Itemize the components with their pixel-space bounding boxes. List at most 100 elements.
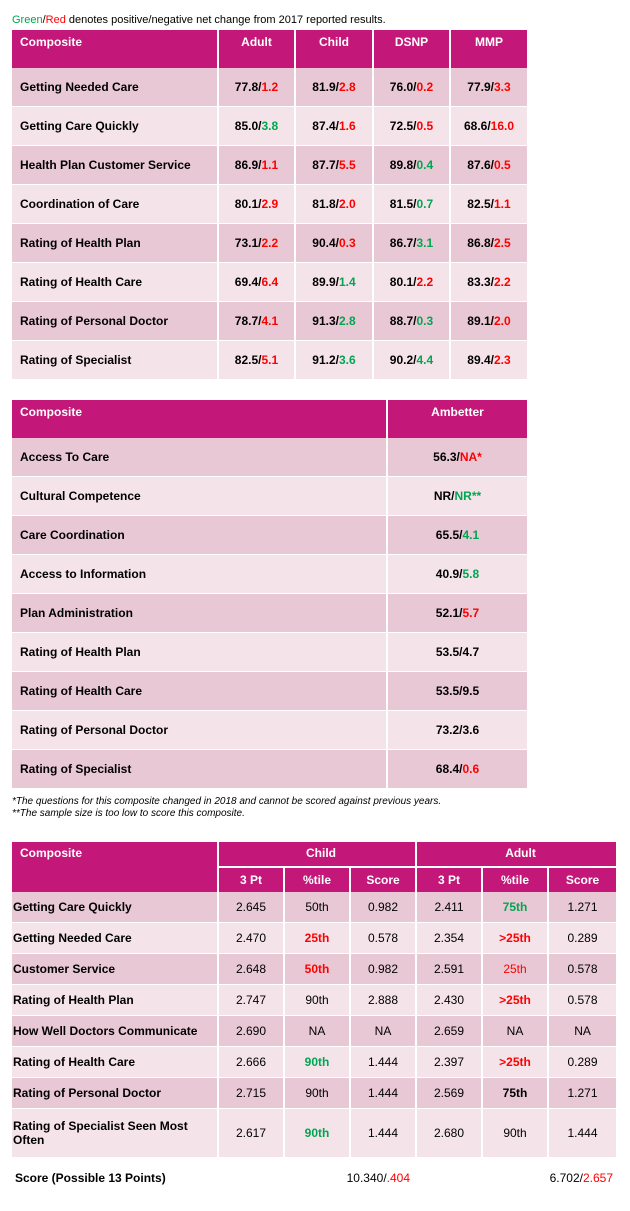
- value-cell: 90.2/4.4: [373, 340, 451, 380]
- value-base: 52.1/: [435, 606, 463, 620]
- subheader-child-score: Score: [350, 867, 418, 892]
- composite-table-ambetter: Composite Ambetter Access To Care 56.3/NA…: [12, 400, 529, 789]
- value-cell: 87.6/0.5: [450, 145, 529, 185]
- value-change: 1.1: [494, 197, 511, 211]
- subheader-adult-percentile: %tile: [482, 867, 550, 892]
- value-base: 72.5/: [389, 119, 417, 133]
- row-label: Cultural Competence: [12, 476, 388, 516]
- value-cell: >25th: [482, 1046, 550, 1078]
- value-change: 1.4: [339, 275, 356, 289]
- row-label: Rating of Specialist: [12, 340, 219, 380]
- value-base: 82.5/: [467, 197, 494, 211]
- value-cell: 80.1/2.9: [218, 184, 296, 224]
- table-row: Rating of Specialist 68.4/0.6: [12, 749, 529, 789]
- table-row: Customer Service 2.648 50th 0.982 2.591 25th 0…: [12, 953, 619, 985]
- value-base: 86.7/: [389, 236, 417, 250]
- value-base: NR/: [433, 489, 455, 503]
- value-base: 91.3/: [312, 314, 339, 328]
- table-row: Care Coordination 65.5/4.1: [12, 515, 529, 555]
- value-cell: 81.5/0.7: [373, 184, 451, 224]
- row-label: Rating of Health Care: [12, 262, 219, 302]
- value-cell: 1.271: [548, 892, 619, 923]
- value-cell: 78.7/4.1: [218, 301, 296, 341]
- value-cell: 0.578: [548, 984, 619, 1016]
- legend-slash: /: [42, 14, 46, 26]
- value-change: 6.4: [261, 275, 279, 289]
- value-cell: 89.9/1.4: [295, 262, 374, 302]
- value-cell: 91.3/2.8: [295, 301, 374, 341]
- row-label: Rating of Personal Doctor: [12, 1077, 219, 1109]
- row-label: Rating of Health Plan: [12, 984, 219, 1016]
- scoring-table: Composite Child Adult 3 Pt %tile Score 3…: [12, 842, 619, 1198]
- value-cell: 86.7/3.1: [373, 223, 451, 263]
- value-base: 53.5/4.7: [435, 645, 480, 659]
- value-cell: 86.8/2.5: [450, 223, 529, 263]
- value-base: 89.1/: [467, 314, 494, 328]
- row-label: Coordination of Care: [12, 184, 219, 224]
- value-base: 83.3/: [467, 275, 494, 289]
- value-cell: 87.4/1.6: [295, 106, 374, 146]
- value-change: 4.1: [462, 528, 480, 542]
- value-cell: 2.569: [416, 1077, 484, 1109]
- value-change: 2.3: [494, 353, 511, 367]
- value-base: 90.2/: [389, 353, 417, 367]
- value-base: 89.4/: [467, 353, 494, 367]
- value-cell: 89.8/0.4: [373, 145, 451, 185]
- value-cell: NA: [548, 1015, 619, 1047]
- table-row: How Well Doctors Communicate 2.690 NA NA 2.6…: [12, 1015, 619, 1047]
- row-label: Health Plan Customer Service: [12, 145, 219, 185]
- table-header-row: Composite Ambetter: [12, 400, 529, 438]
- value-base: 65.5/: [435, 528, 463, 542]
- row-label: Rating of Specialist: [12, 749, 388, 789]
- header-ambetter: Ambetter: [387, 400, 529, 438]
- row-label: Rating of Specialist Seen Most Often: [12, 1108, 219, 1158]
- value-base: 53.5/9.5: [435, 684, 480, 698]
- adult-total-score: 6.702/2.657: [416, 1157, 618, 1198]
- table-subheader-row: 3 Pt %tile Score 3 Pt %tile Score: [12, 867, 619, 892]
- header-composite: Composite: [12, 842, 219, 867]
- value-cell: 0.982: [350, 892, 418, 923]
- table-row: Rating of Health Plan 53.5/4.7: [12, 632, 529, 672]
- table-row: Rating of Specialist Seen Most Often 2.61…: [12, 1108, 619, 1158]
- row-label: How Well Doctors Communicate: [12, 1015, 219, 1047]
- table-row: Access To Care 56.3/NA*: [12, 438, 529, 477]
- value-cell: 82.5/5.1: [218, 340, 296, 380]
- value-cell: 81.8/2.0: [295, 184, 374, 224]
- value-change: 0.7: [416, 197, 434, 211]
- value-base: 87.6/: [467, 158, 494, 172]
- value-cell: 1.444: [350, 1077, 418, 1109]
- header-adult-group: Adult: [416, 842, 619, 868]
- value-change: 0.6: [462, 762, 480, 776]
- value-cell: 2.411: [416, 892, 484, 923]
- value-change: 3.3: [494, 80, 511, 94]
- value-base: 76.0/: [389, 80, 417, 94]
- child-total-base: 10.340/: [346, 1171, 387, 1185]
- value-cell: 50th: [284, 892, 351, 923]
- value-cell: NA: [482, 1015, 550, 1047]
- value-cell: 69.4/6.4: [218, 262, 296, 302]
- value-cell: 90th: [284, 984, 351, 1016]
- value-change: 0.3: [416, 314, 434, 328]
- value-base: 86.8/: [467, 236, 494, 250]
- value-base: 40.9/: [435, 567, 463, 581]
- adult-total-change: 2.657: [583, 1171, 614, 1185]
- value-change: 5.8: [462, 567, 480, 581]
- table-row: Health Plan Customer Service 86.9/1.1 87.7…: [12, 145, 529, 185]
- value-cell: >25th: [482, 922, 550, 954]
- row-label: Rating of Health Care: [12, 1046, 219, 1078]
- value-change: 2.0: [339, 197, 356, 211]
- value-change: 1.2: [261, 80, 279, 94]
- legend-red: Red: [45, 14, 66, 26]
- value-change: 1.6: [339, 119, 356, 133]
- value-cell: 88.7/0.3: [373, 301, 451, 341]
- value-change: 2.8: [339, 314, 356, 328]
- value-cell: 83.3/2.2: [450, 262, 529, 302]
- value-base: 77.8/: [234, 80, 262, 94]
- value-cell: 53.5/4.7: [387, 632, 529, 672]
- value-cell: 2.690: [218, 1015, 285, 1047]
- value-cell: 82.5/1.1: [450, 184, 529, 224]
- table-row: Rating of Health Care 69.4/6.4 89.9/1.4 80.…: [12, 262, 529, 302]
- value-base: 86.9/: [234, 158, 262, 172]
- legend-text: Green/Red denotes positive/negative net …: [12, 14, 386, 26]
- legend-green: Green: [12, 14, 43, 26]
